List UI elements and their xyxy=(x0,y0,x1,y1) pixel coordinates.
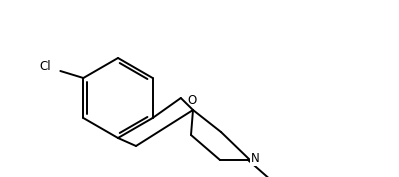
Text: Cl: Cl xyxy=(40,59,51,73)
Text: O: O xyxy=(188,95,197,107)
Text: N: N xyxy=(251,153,260,165)
